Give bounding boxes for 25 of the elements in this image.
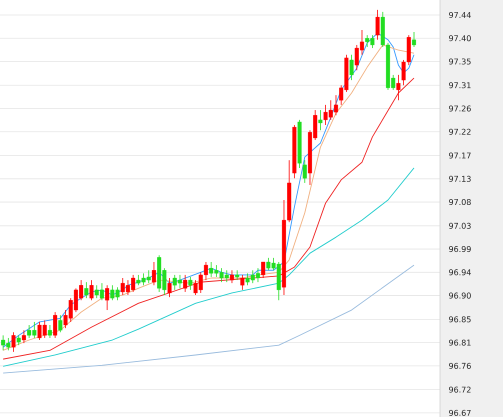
candlestick <box>22 330 26 344</box>
candlestick <box>105 284 110 310</box>
candlestick <box>396 74 400 101</box>
candlestick <box>168 278 172 298</box>
line-series <box>2 264 414 374</box>
candlestick <box>90 280 94 301</box>
candlestick <box>240 274 244 290</box>
candlestick <box>48 324 52 338</box>
candlestick <box>53 312 58 338</box>
candlestick <box>16 334 21 346</box>
candlestick <box>261 262 266 278</box>
candlestick <box>84 282 88 299</box>
candlestick <box>412 32 416 48</box>
candlestick <box>58 314 62 333</box>
line-series <box>2 167 414 367</box>
candlestick <box>183 274 188 292</box>
candlestick <box>230 270 234 284</box>
candlestick <box>318 110 322 131</box>
candlestick <box>302 160 307 184</box>
candlestick <box>188 276 192 290</box>
candlestick <box>235 270 240 280</box>
candlestick <box>12 332 16 352</box>
candlestick <box>376 9 380 40</box>
candlestick <box>152 262 156 286</box>
candlestick <box>350 54 354 80</box>
